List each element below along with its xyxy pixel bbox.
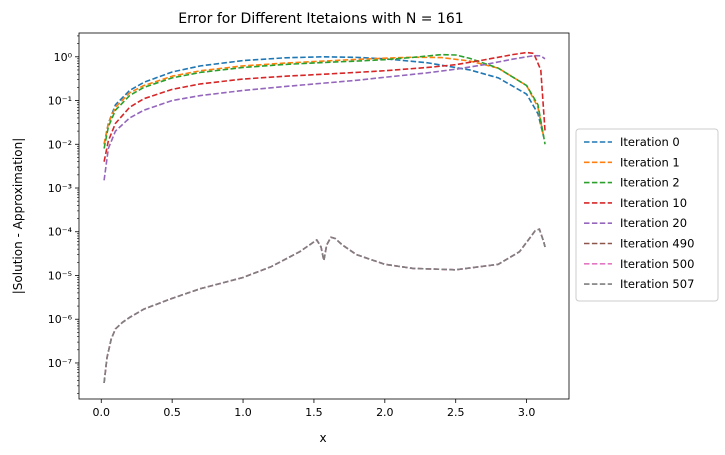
y-tick-label: 10⁻³ bbox=[48, 182, 72, 195]
series-line-3 bbox=[103, 51, 546, 162]
plot-frame bbox=[78, 32, 570, 400]
y-tick-label: 10⁻⁵ bbox=[48, 269, 72, 282]
x-tick-label: 1.0 bbox=[234, 406, 252, 419]
y-tick-label: 10⁻¹ bbox=[48, 95, 72, 108]
x-axis: 0.0 0.5 1.0 1.5 2.0 2.5 3.0 bbox=[93, 399, 536, 419]
y-axis-label: |Solution - Approximation| bbox=[11, 138, 25, 294]
series-line-6 bbox=[103, 228, 546, 384]
legend-label-6: Iteration 500 bbox=[620, 257, 694, 271]
legend-label-7: Iteration 507 bbox=[620, 277, 694, 291]
series-line-4 bbox=[103, 54, 546, 181]
legend-label-4: Iteration 20 bbox=[620, 216, 687, 230]
y-tick-label: 10⁰ bbox=[54, 51, 73, 64]
legend-label-1: Iteration 1 bbox=[620, 155, 680, 169]
chart-title: Error for Different Itetaions with N = 1… bbox=[178, 11, 463, 27]
legend: Iteration 0 Iteration 1 Iteration 2 Iterati… bbox=[575, 128, 719, 302]
y-axis: 10⁻⁷ 10⁻⁶ 10⁻⁵ 10⁻⁴ 10⁻³ 10⁻² 10⁻¹ 10⁰ bbox=[48, 35, 79, 394]
x-axis-label: x bbox=[319, 431, 326, 445]
series-line-7 bbox=[103, 228, 546, 384]
y-tick-label: 10⁻⁶ bbox=[48, 313, 73, 326]
legend-label-5: Iteration 490 bbox=[620, 237, 694, 251]
series-line-1 bbox=[103, 56, 545, 145]
legend-label-3: Iteration 10 bbox=[620, 196, 687, 210]
legend-label-0: Iteration 0 bbox=[620, 135, 680, 149]
x-tick-label: 3.0 bbox=[518, 406, 536, 419]
x-tick-label: 1.5 bbox=[305, 406, 323, 419]
x-tick-label: 0.5 bbox=[163, 406, 181, 419]
legend-label-2: Iteration 2 bbox=[620, 176, 680, 190]
series-line-5 bbox=[103, 228, 546, 384]
x-tick-label: 2.5 bbox=[447, 406, 465, 419]
y-tick-label: 10⁻⁴ bbox=[48, 226, 73, 239]
x-tick-label: 0.0 bbox=[93, 406, 111, 419]
series-line-2 bbox=[103, 53, 546, 149]
legend-box bbox=[575, 128, 719, 302]
series-line-0 bbox=[103, 55, 545, 145]
y-tick-label: 10⁻² bbox=[48, 138, 72, 151]
x-tick-label: 2.0 bbox=[376, 406, 394, 419]
y-tick-label: 10⁻⁷ bbox=[48, 357, 72, 370]
